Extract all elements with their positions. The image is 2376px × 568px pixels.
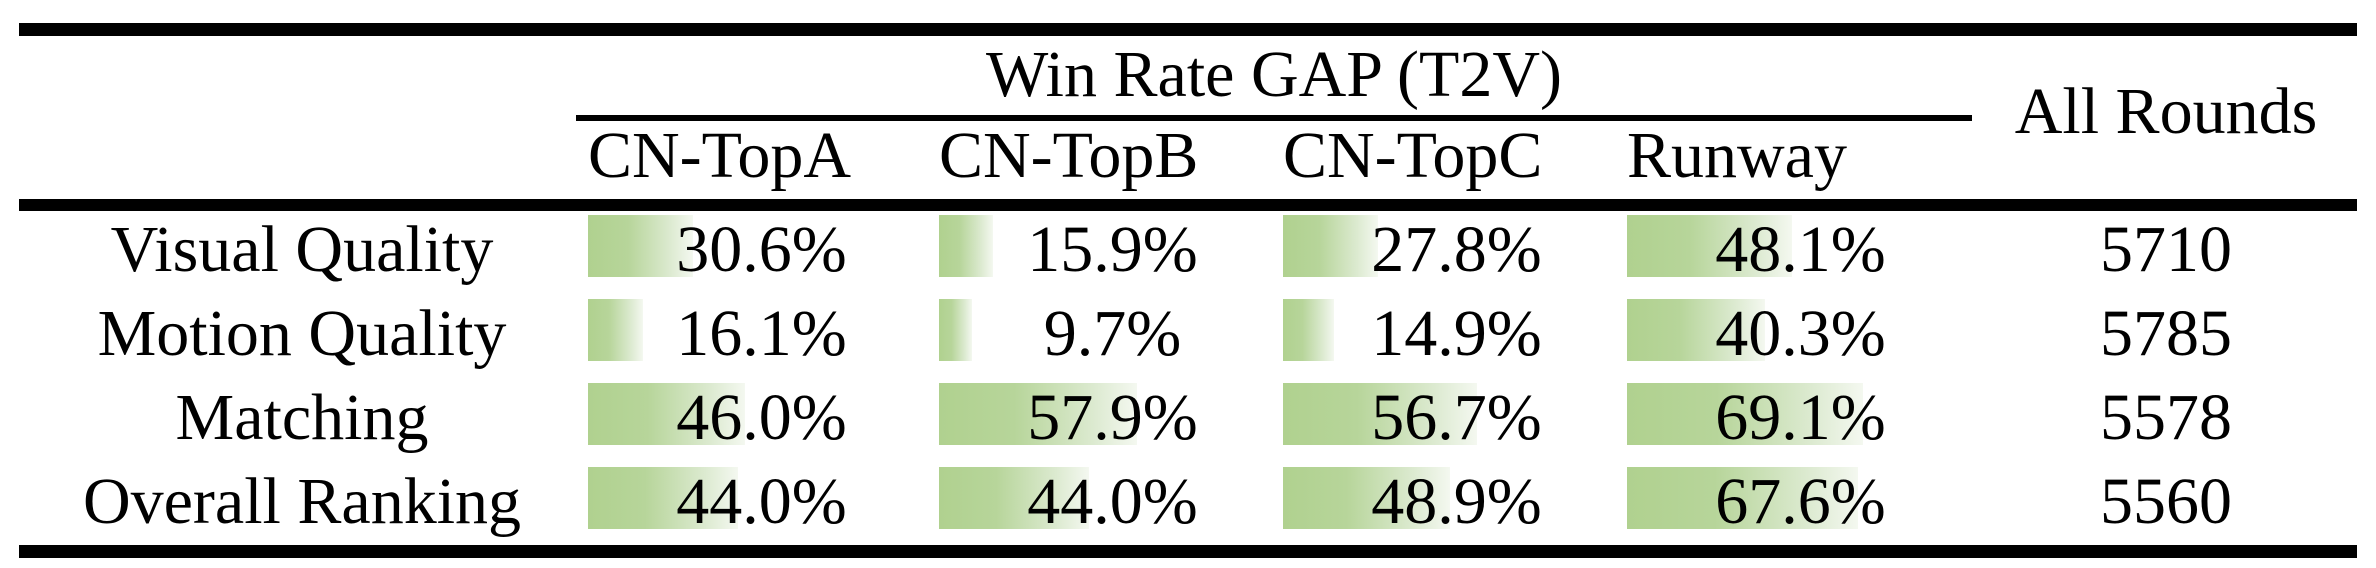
data-cell: 9.7% — [939, 297, 1286, 370]
win-rate-bar — [1627, 299, 1765, 361]
win-rate-bar — [1283, 467, 1451, 529]
win-rate-bar — [939, 215, 994, 277]
cell-value: 40.3% — [1715, 297, 1886, 370]
cell-value: 48.1% — [1715, 213, 1886, 286]
data-cell: 44.0% — [588, 465, 935, 538]
win-rate-bar — [588, 299, 644, 361]
win-rate-bar — [939, 299, 973, 361]
data-cell: 48.1% — [1627, 213, 1974, 286]
data-cell: 14.9% — [1283, 297, 1630, 370]
win-rate-bar — [939, 383, 1138, 445]
cell-value: 48.9% — [1371, 465, 1542, 538]
win-rate-bar — [1627, 467, 1859, 529]
win-rate-bar — [588, 467, 739, 529]
cell-value: 27.8% — [1371, 213, 1542, 286]
win-rate-bar — [1627, 383, 1864, 445]
column-header-cn-topa: CN-TopA — [588, 119, 852, 192]
win-rate-bar — [588, 383, 746, 445]
table-group-title: Win Rate GAP (T2V) — [986, 38, 1562, 111]
cell-value: 46.0% — [676, 381, 847, 454]
data-cell: 15.9% — [939, 213, 1286, 286]
win-rate-bar — [1283, 299, 1334, 361]
table-row: Overall Ranking 44.0% 44.0% 48.9% 67.6% … — [0, 465, 2376, 538]
cell-value: 16.1% — [676, 297, 847, 370]
all-rounds-value: 5785 — [2100, 297, 2232, 370]
cell-value: 30.6% — [676, 213, 847, 286]
row-label: Visual Quality — [110, 213, 494, 286]
cell-value: 56.7% — [1371, 381, 1542, 454]
table-bottom-rule — [19, 545, 2357, 558]
cell-value: 44.0% — [676, 465, 847, 538]
column-header-cn-topb: CN-TopB — [939, 119, 1199, 192]
data-cell: 48.9% — [1283, 465, 1630, 538]
data-cell: 30.6% — [588, 213, 935, 286]
win-rate-bar — [588, 215, 693, 277]
column-header-all-rounds: All Rounds — [2014, 75, 2318, 148]
cell-value: 14.9% — [1371, 297, 1542, 370]
data-cell: 16.1% — [588, 297, 935, 370]
cell-value: 9.7% — [1043, 297, 1182, 370]
cell-value: 15.9% — [1027, 213, 1198, 286]
title-underline-rule — [576, 115, 1972, 121]
table-row: Matching 46.0% 57.9% 56.7% 69.1% 5578 — [0, 381, 2376, 454]
row-label: Matching — [175, 381, 429, 454]
cell-value: 44.0% — [1027, 465, 1198, 538]
all-rounds-value: 5710 — [2100, 213, 2232, 286]
cell-value: 57.9% — [1027, 381, 1198, 454]
data-cell: 27.8% — [1283, 213, 1630, 286]
all-rounds-value: 5560 — [2100, 465, 2232, 538]
win-rate-bar — [1627, 215, 1792, 277]
column-header-runway: Runway — [1627, 119, 1847, 192]
column-header-cn-topc: CN-TopC — [1283, 119, 1543, 192]
data-cell: 57.9% — [939, 381, 1286, 454]
win-rate-bar — [939, 467, 1090, 529]
row-label: Motion Quality — [97, 297, 507, 370]
cell-value: 69.1% — [1715, 381, 1886, 454]
all-rounds-value: 5578 — [2100, 381, 2232, 454]
row-label: Overall Ranking — [82, 465, 522, 538]
data-cell: 69.1% — [1627, 381, 1974, 454]
data-cell: 46.0% — [588, 381, 935, 454]
data-cell: 40.3% — [1627, 297, 1974, 370]
win-rate-bar — [1283, 215, 1379, 277]
table-row: Motion Quality 16.1% 9.7% 14.9% 40.3% 57… — [0, 297, 2376, 370]
header-separator-rule — [19, 199, 2357, 211]
win-rate-bar — [1283, 383, 1477, 445]
table-row: Visual Quality 30.6% 15.9% 27.8% 48.1% 5… — [0, 213, 2376, 286]
cell-value: 67.6% — [1715, 465, 1886, 538]
data-cell: 67.6% — [1627, 465, 1974, 538]
data-cell: 44.0% — [939, 465, 1286, 538]
table-top-rule — [19, 23, 2357, 36]
data-cell: 56.7% — [1283, 381, 1630, 454]
